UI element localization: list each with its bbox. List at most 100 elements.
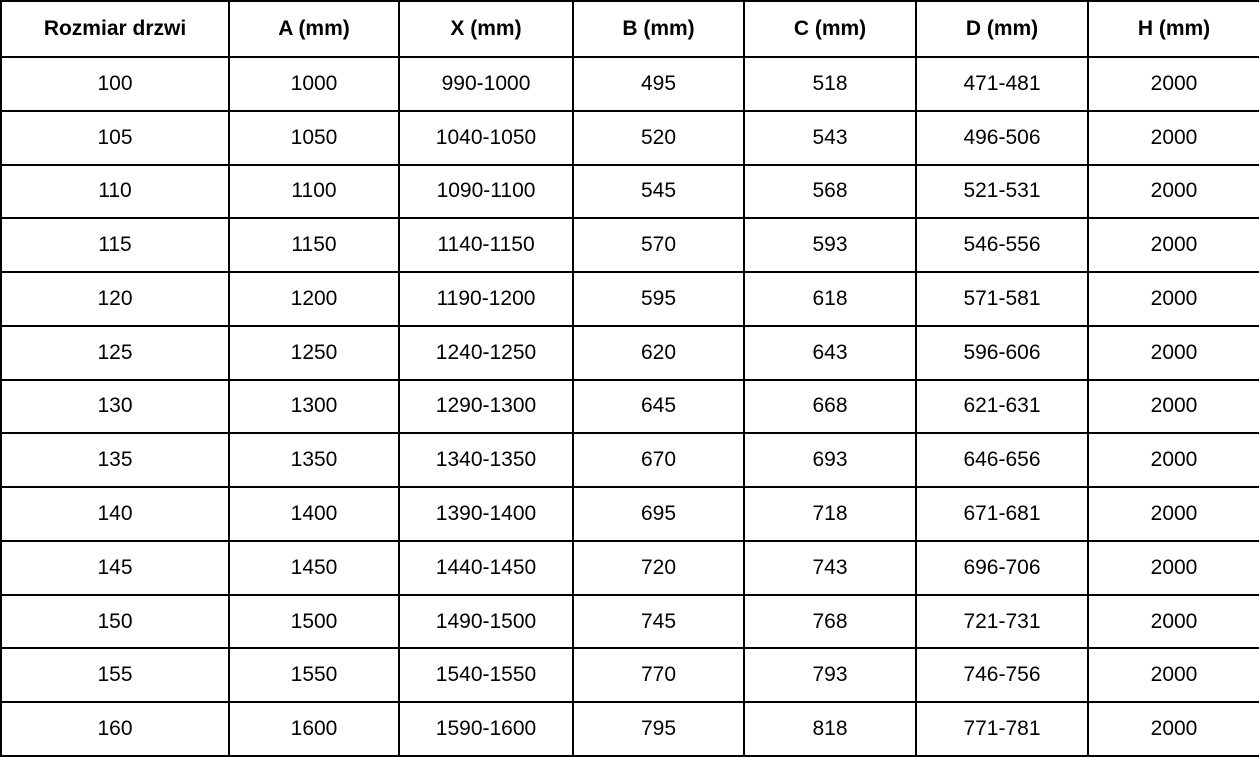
table-cell: 793 [743, 647, 917, 704]
table-cell: 1300 [228, 378, 400, 435]
table-row: 110 1100 1090-1100 545 568 521-531 2000 [0, 163, 1259, 220]
table-cell: 105 [0, 109, 230, 166]
table-cell: 1450 [228, 539, 400, 596]
table-body: 100 1000 990-1000 495 518 471-481 2000 105 1050 1… [0, 56, 1259, 757]
column-header: X (mm) [398, 0, 574, 58]
table-cell: 1600 [228, 701, 400, 757]
table-cell: 745 [572, 593, 745, 650]
table-cell: 1140-1150 [398, 217, 574, 274]
table-cell: 1540-1550 [398, 647, 574, 704]
table-cell: 670 [572, 432, 745, 489]
table-cell: 100 [0, 56, 230, 112]
table-cell: 1100 [228, 163, 400, 220]
table-cell: 2000 [1087, 217, 1259, 274]
table-cell: 135 [0, 432, 230, 489]
table-cell: 2000 [1087, 163, 1259, 220]
table-cell: 1240-1250 [398, 324, 574, 381]
table-cell: 520 [572, 109, 745, 166]
column-header: C (mm) [743, 0, 917, 58]
table-cell: 125 [0, 324, 230, 381]
table-cell: 595 [572, 271, 745, 327]
table-cell: 2000 [1087, 324, 1259, 381]
table-cell: 2000 [1087, 378, 1259, 435]
table-cell: 1090-1100 [398, 163, 574, 220]
table-row: 130 1300 1290-1300 645 668 621-631 2000 [0, 378, 1259, 435]
table-cell: 720 [572, 539, 745, 596]
table-cell: 990-1000 [398, 56, 574, 112]
table-cell: 110 [0, 163, 230, 220]
table-cell: 1150 [228, 217, 400, 274]
table-cell: 2000 [1087, 539, 1259, 596]
column-header: B (mm) [572, 0, 745, 58]
table-row: 160 1600 1590-1600 795 818 771-781 2000 [0, 701, 1259, 757]
table-cell: 2000 [1087, 647, 1259, 704]
table-cell: 155 [0, 647, 230, 704]
table-cell: 1500 [228, 593, 400, 650]
table-cell: 695 [572, 486, 745, 542]
table-cell: 721-731 [915, 593, 1089, 650]
table-cell: 770 [572, 647, 745, 704]
table-cell: 1040-1050 [398, 109, 574, 166]
column-header: A (mm) [228, 0, 400, 58]
table-cell: 518 [743, 56, 917, 112]
table-row: 135 1350 1340-1350 670 693 646-656 2000 [0, 432, 1259, 489]
table-cell: 693 [743, 432, 917, 489]
table-cell: 115 [0, 217, 230, 274]
table-cell: 145 [0, 539, 230, 596]
table-cell: 1050 [228, 109, 400, 166]
table-cell: 496-506 [915, 109, 1089, 166]
table-cell: 645 [572, 378, 745, 435]
table-row: 150 1500 1490-1500 745 768 721-731 2000 [0, 593, 1259, 650]
table-cell: 1490-1500 [398, 593, 574, 650]
table-cell: 543 [743, 109, 917, 166]
table-cell: 593 [743, 217, 917, 274]
table-cell: 768 [743, 593, 917, 650]
table-row: 140 1400 1390-1400 695 718 671-681 2000 [0, 486, 1259, 542]
column-header: D (mm) [915, 0, 1089, 58]
table-cell: 1550 [228, 647, 400, 704]
table-cell: 1390-1400 [398, 486, 574, 542]
column-header: H (mm) [1087, 0, 1259, 58]
table-row: 145 1450 1440-1450 720 743 696-706 2000 [0, 539, 1259, 596]
table-cell: 568 [743, 163, 917, 220]
table-header: Rozmiar drzwi A (mm) X (mm) B (mm) C (mm) D (… [0, 0, 1259, 58]
table-cell: 545 [572, 163, 745, 220]
table-cell: 546-556 [915, 217, 1089, 274]
table-cell: 1250 [228, 324, 400, 381]
table-cell: 818 [743, 701, 917, 757]
table-row: 155 1550 1540-1550 770 793 746-756 2000 [0, 647, 1259, 704]
table-row: 125 1250 1240-1250 620 643 596-606 2000 [0, 324, 1259, 381]
table-cell: 1400 [228, 486, 400, 542]
table-cell: 1350 [228, 432, 400, 489]
table-cell: 1190-1200 [398, 271, 574, 327]
table-row: 120 1200 1190-1200 595 618 571-581 2000 [0, 271, 1259, 327]
table-cell: 120 [0, 271, 230, 327]
table-cell: 2000 [1087, 593, 1259, 650]
table-cell: 2000 [1087, 56, 1259, 112]
table-cell: 771-781 [915, 701, 1089, 757]
header-row: Rozmiar drzwi A (mm) X (mm) B (mm) C (mm) D (… [0, 0, 1259, 58]
table-row: 100 1000 990-1000 495 518 471-481 2000 [0, 56, 1259, 112]
table-cell: 596-606 [915, 324, 1089, 381]
table-cell: 671-681 [915, 486, 1089, 542]
table-cell: 643 [743, 324, 917, 381]
column-header: Rozmiar drzwi [0, 0, 230, 58]
table-cell: 471-481 [915, 56, 1089, 112]
table-cell: 1200 [228, 271, 400, 327]
table-cell: 718 [743, 486, 917, 542]
table-row: 115 1150 1140-1150 570 593 546-556 2000 [0, 217, 1259, 274]
table-cell: 795 [572, 701, 745, 757]
table-cell: 1590-1600 [398, 701, 574, 757]
table-cell: 646-656 [915, 432, 1089, 489]
table-cell: 2000 [1087, 109, 1259, 166]
table-cell: 621-631 [915, 378, 1089, 435]
table-cell: 668 [743, 378, 917, 435]
table-cell: 521-531 [915, 163, 1089, 220]
table-cell: 2000 [1087, 271, 1259, 327]
table-cell: 746-756 [915, 647, 1089, 704]
table-row: 105 1050 1040-1050 520 543 496-506 2000 [0, 109, 1259, 166]
table-cell: 743 [743, 539, 917, 596]
table-cell: 571-581 [915, 271, 1089, 327]
table-cell: 495 [572, 56, 745, 112]
